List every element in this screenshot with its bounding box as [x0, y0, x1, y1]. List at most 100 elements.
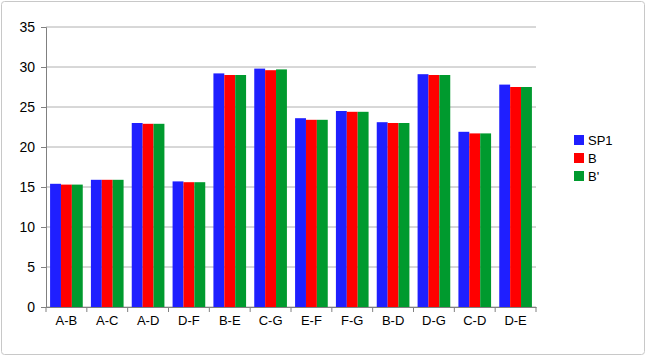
x-tick-label: D-F	[178, 313, 200, 328]
x-tick-label: C-D	[463, 313, 486, 328]
bar	[521, 87, 532, 307]
y-tick-label: 20	[19, 139, 35, 155]
bar	[295, 118, 306, 307]
bar	[132, 123, 143, 307]
y-tick-mark	[41, 227, 46, 228]
x-tick-label: D-E	[504, 313, 527, 328]
legend-label: B	[588, 151, 597, 166]
bar	[377, 122, 388, 307]
legend-item: SP1	[574, 133, 613, 148]
x-tick-label: B-E	[219, 313, 241, 328]
y-tick-mark	[41, 307, 46, 308]
y-tick-label: 35	[19, 19, 35, 35]
bar	[102, 180, 113, 307]
legend-swatch	[574, 153, 584, 163]
bar	[235, 75, 246, 307]
x-tick: A-B	[56, 307, 78, 328]
x-tick: B-D	[382, 307, 404, 328]
y-tick-mark	[41, 107, 46, 108]
x-separator	[168, 307, 169, 312]
y-tick: 10	[19, 219, 46, 235]
x-tick-label: A-B	[56, 313, 78, 328]
bar	[510, 87, 521, 307]
y-tick: 30	[19, 59, 46, 75]
bar	[306, 120, 317, 307]
chart-frame	[2, 2, 645, 355]
plot: 0 5 10 15 20 25 30 35 A-B A-C A-D D-F B-E C-G E-F F-G B-…	[19, 19, 536, 328]
bar	[418, 74, 429, 307]
y-tick: 35	[19, 19, 46, 35]
x-separator	[46, 307, 47, 312]
bar	[388, 123, 399, 307]
grid	[46, 27, 536, 307]
grid-line	[46, 27, 536, 28]
bar	[254, 69, 265, 307]
x-tick: A-D	[137, 307, 159, 328]
x-separator	[372, 307, 373, 312]
bar	[347, 112, 358, 307]
x-tick-label: E-F	[301, 313, 322, 328]
bar	[61, 185, 72, 307]
y-tick-label: 5	[27, 259, 35, 275]
legend-label: B'	[588, 169, 599, 184]
legend: SP1 B B'	[574, 133, 613, 184]
y-tick-label: 30	[19, 59, 35, 75]
y-tick: 25	[19, 99, 46, 115]
x-separator	[454, 307, 455, 312]
x-tick-label: A-D	[137, 313, 159, 328]
x-tick-label: A-C	[96, 313, 118, 328]
y-tick-mark	[41, 147, 46, 148]
bar	[194, 182, 205, 307]
x-tick: B-E	[219, 307, 241, 328]
x-separator	[291, 307, 292, 312]
y-tick-mark	[41, 27, 46, 28]
y-tick-mark	[41, 67, 46, 68]
bar	[336, 111, 347, 307]
bar	[265, 70, 276, 307]
y-tick: 5	[27, 259, 46, 275]
bar	[91, 180, 102, 307]
y-axis: 0 5 10 15 20 25 30 35	[19, 19, 46, 315]
x-tick-label: F-G	[341, 313, 363, 328]
bar	[173, 181, 184, 307]
legend-label: SP1	[588, 133, 613, 148]
x-tick: C-G	[259, 307, 283, 328]
y-tick-mark	[41, 267, 46, 268]
legend-swatch	[574, 171, 584, 181]
x-tick: D-G	[422, 307, 446, 328]
bar	[469, 133, 480, 307]
y-tick: 0	[27, 299, 46, 315]
y-tick-label: 10	[19, 219, 35, 235]
x-tick: A-C	[96, 307, 118, 328]
bars	[50, 69, 532, 307]
x-tick-label: C-G	[259, 313, 283, 328]
x-tick-label: B-D	[382, 313, 404, 328]
bar	[399, 123, 410, 307]
y-tick-label: 25	[19, 99, 35, 115]
x-tick: D-E	[504, 307, 527, 328]
y-tick: 20	[19, 139, 46, 155]
x-tick: D-F	[178, 307, 200, 328]
bar	[439, 75, 450, 307]
grid-line	[46, 67, 536, 68]
legend-item: B	[574, 151, 597, 166]
y-tick: 15	[19, 179, 46, 195]
y-axis-line	[41, 28, 47, 308]
legend-item: B'	[574, 169, 599, 184]
x-separator	[536, 307, 537, 312]
x-separator	[250, 307, 251, 312]
bar	[276, 69, 287, 307]
bar	[480, 133, 491, 307]
y-tick-label: 0	[27, 299, 35, 315]
x-tick: E-F	[301, 307, 322, 328]
x-separator	[209, 307, 210, 312]
x-separator	[127, 307, 128, 312]
chart: 0 5 10 15 20 25 30 35 A-B A-C A-D D-F B-E C-G E-F F-G B-…	[0, 0, 646, 356]
x-separator	[86, 307, 87, 312]
y-tick-label: 15	[19, 179, 35, 195]
bar	[428, 75, 439, 307]
bar	[113, 180, 124, 307]
x-tick: C-D	[463, 307, 486, 328]
bar	[50, 184, 61, 307]
x-tick: F-G	[341, 307, 363, 328]
